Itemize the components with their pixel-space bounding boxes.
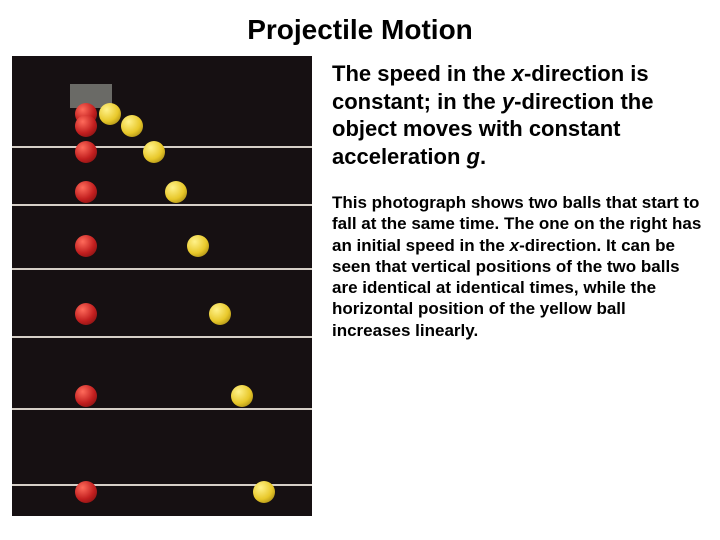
p1-seg: The speed in the — [332, 61, 512, 86]
red-ball — [75, 481, 97, 503]
red-ball — [75, 385, 97, 407]
p1-g-italic: g — [467, 144, 480, 169]
p1-y-italic: y — [502, 89, 514, 114]
yellow-ball — [209, 303, 231, 325]
strobe-photo — [12, 56, 312, 516]
text-column: The speed in the x-direction is constant… — [312, 56, 708, 516]
grid-line — [12, 268, 312, 270]
grid-line — [12, 204, 312, 206]
page-title: Projectile Motion — [0, 0, 720, 56]
red-ball — [75, 235, 97, 257]
red-ball — [75, 181, 97, 203]
yellow-ball — [231, 385, 253, 407]
grid-line — [12, 336, 312, 338]
paragraph-caption: This photograph shows two balls that sta… — [332, 192, 708, 341]
yellow-ball — [253, 481, 275, 503]
red-ball — [75, 303, 97, 325]
grid-line — [12, 408, 312, 410]
yellow-ball — [143, 141, 165, 163]
yellow-ball — [187, 235, 209, 257]
p1-x-italic: x — [512, 61, 524, 86]
p2-x-italic: x — [510, 236, 519, 255]
content-row: The speed in the x-direction is constant… — [0, 56, 720, 516]
paragraph-main: The speed in the x-direction is constant… — [332, 60, 708, 170]
yellow-ball — [99, 103, 121, 125]
yellow-ball — [121, 115, 143, 137]
yellow-ball — [165, 181, 187, 203]
p1-seg: . — [480, 144, 486, 169]
red-ball — [75, 141, 97, 163]
red-ball — [75, 115, 97, 137]
